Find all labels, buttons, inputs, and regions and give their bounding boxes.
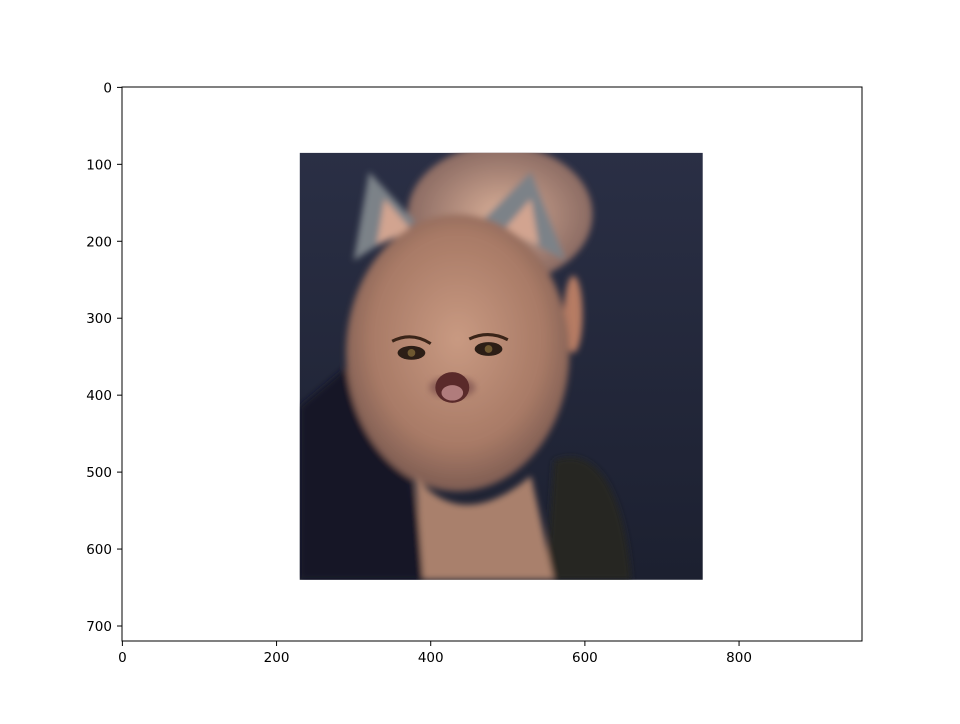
x-tick-label: 200 — [264, 650, 290, 666]
x-tick-label: 400 — [418, 650, 444, 666]
x-tick-label: 0 — [118, 650, 127, 666]
y-tick-label: 200 — [86, 234, 112, 250]
y-tick-label: 100 — [86, 157, 112, 173]
y-tick-label: 500 — [86, 465, 112, 481]
x-tick-label: 600 — [572, 650, 598, 666]
x-tick-label: 800 — [726, 650, 752, 666]
image — [299, 152, 703, 580]
y-tick-label: 300 — [86, 311, 112, 327]
y-tick-label: 0 — [103, 80, 112, 96]
y-tick-label: 600 — [86, 542, 112, 558]
y-tick-label: 700 — [86, 619, 112, 635]
y-tick-label: 400 — [86, 388, 112, 404]
